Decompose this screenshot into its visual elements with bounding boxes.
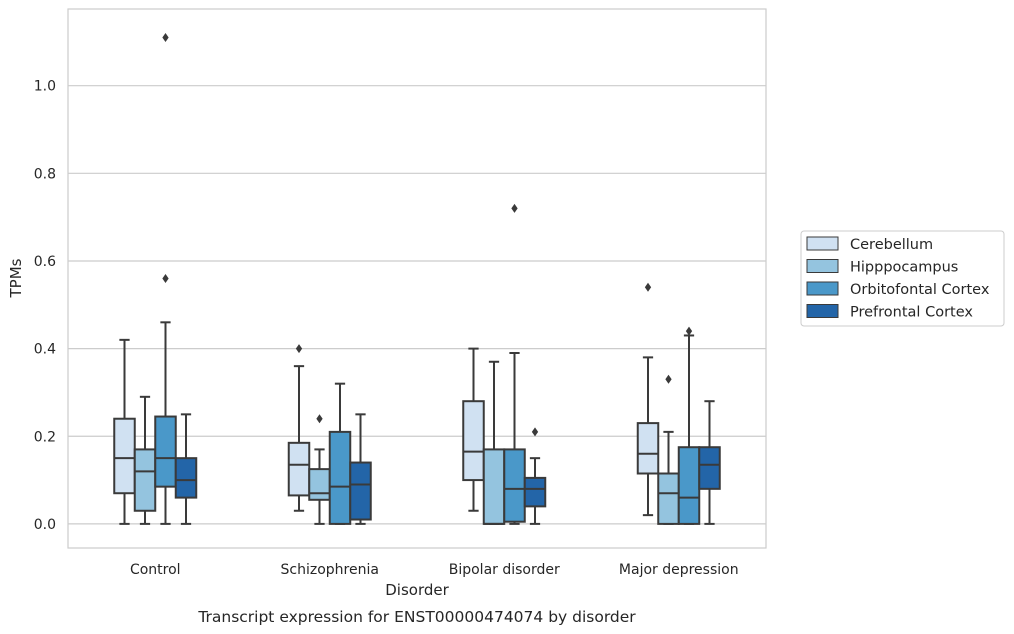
y-tick-label: 0.8: [34, 166, 56, 182]
outlier-point: [531, 427, 539, 437]
legend-swatch: [806, 236, 839, 251]
x-axis-label: Disorder: [385, 581, 449, 599]
outlier-point: [295, 344, 303, 354]
legend-label: Prefrontal Cortex: [850, 305, 973, 321]
box-cerebellum: [287, 344, 311, 512]
y-tick-label: 0.0: [34, 517, 56, 533]
iqr-box: [523, 476, 547, 508]
x-tick-label: Major depression: [619, 562, 739, 578]
y-axis-ticks: 0.0 0.2 0.4 0.6 0.8 1.0: [34, 79, 56, 533]
iqr-box: [677, 446, 701, 525]
outlier-point: [162, 274, 169, 283]
iqr-box: [328, 430, 352, 525]
box-orbitofontal-cortex: [503, 203, 526, 525]
y-tick-label: 0.4: [34, 342, 56, 358]
legend-label: Hipppocampus: [850, 260, 958, 276]
x-axis-ticks: Control Schizophrenia Bipolar disorder Majo…: [130, 562, 739, 578]
legend-swatch: [806, 281, 839, 296]
legend-label: Orbitofontal Cortex: [850, 282, 990, 298]
outlier-point: [162, 32, 169, 42]
iqr-box: [154, 415, 177, 488]
iqr-box: [482, 448, 506, 525]
outlier-point: [316, 414, 323, 424]
iqr-box: [349, 461, 372, 521]
iqr-box: [462, 400, 485, 482]
legend-swatch: [806, 304, 839, 318]
box-prefrontal-cortex: [349, 413, 372, 525]
y-tick-label: 0.2: [34, 429, 56, 445]
legend-swatch: [806, 259, 839, 273]
box-orbitofontal-cortex: [328, 382, 352, 525]
iqr-box: [287, 441, 311, 497]
legend-frame: [800, 230, 1005, 327]
x-tick-label: Schizophrenia: [281, 562, 379, 578]
iqr-box: [308, 468, 331, 501]
outlier-point: [644, 282, 652, 292]
box-cerebellum: [462, 347, 485, 512]
y-tick-label: 1.0: [34, 79, 56, 95]
iqr-box: [657, 472, 680, 525]
legend: Cerebellum Hipppocampus Orbitofontal Corte…: [800, 230, 1005, 327]
box-orbitofontal-cortex: [154, 32, 177, 525]
iqr-box: [636, 422, 660, 475]
legend-label: Cerebellum: [850, 237, 933, 253]
iqr-box: [503, 448, 526, 523]
box-plots: [113, 32, 721, 525]
iqr-box: [174, 457, 198, 499]
y-axis-label: TPMs: [7, 258, 25, 298]
box-prefrontal-cortex: [523, 427, 547, 525]
iqr-box: [698, 446, 721, 490]
iqr-box: [113, 417, 136, 495]
x-tick-label: Control: [130, 562, 181, 578]
box-hipppocampus: [657, 374, 680, 525]
box-prefrontal-cortex: [698, 400, 721, 525]
box-prefrontal-cortex: [174, 413, 198, 525]
box-cerebellum: [636, 282, 660, 517]
iqr-box: [133, 448, 157, 512]
outlier-point: [685, 326, 693, 336]
outlier-point: [665, 374, 672, 384]
outlier-point: [511, 203, 518, 213]
x-tick-label: Bipolar disorder: [449, 562, 560, 578]
chart-title: Transcript expression for ENST0000047407…: [197, 608, 636, 626]
y-tick-label: 0.6: [34, 254, 56, 270]
